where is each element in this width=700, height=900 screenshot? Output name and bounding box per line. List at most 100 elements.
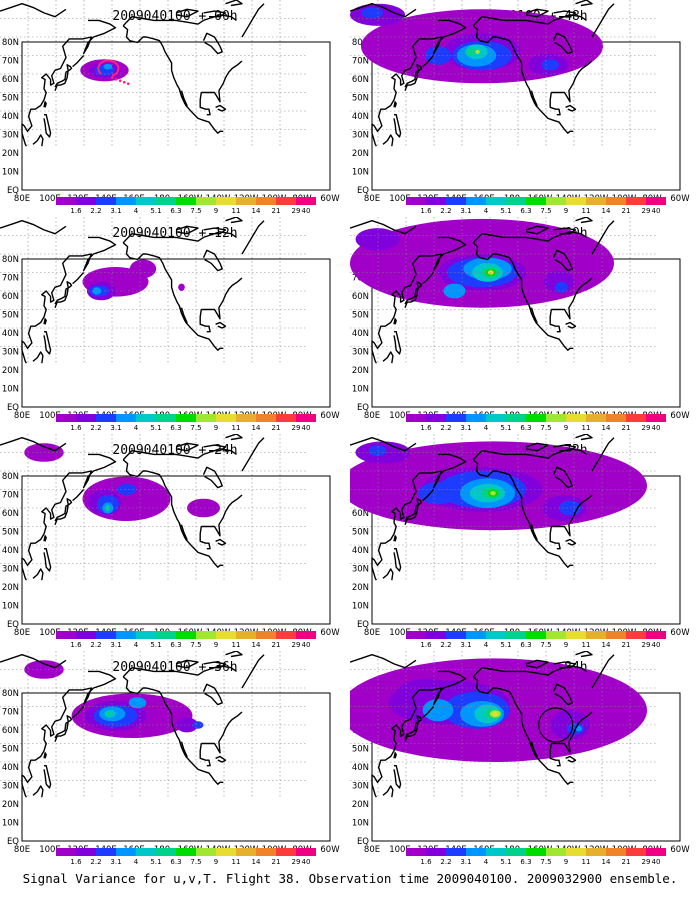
colorbar-label: 9 <box>214 641 218 649</box>
figure-caption: Signal Variance for u,v,T. Flight 38. Ob… <box>22 871 678 886</box>
variance-contour <box>465 48 477 56</box>
coastline <box>175 442 199 452</box>
lat-tick-label: 20N <box>2 366 19 376</box>
colorbar-swatch <box>526 848 546 856</box>
colorbar-swatch <box>156 631 176 639</box>
coastline <box>122 25 224 134</box>
colorbar-swatch <box>446 197 466 205</box>
flight-track <box>97 59 120 77</box>
lon-tick-label: 80E <box>364 628 380 638</box>
colorbar-label: 21 <box>272 207 281 215</box>
colorbar-label: 2.2 <box>440 207 451 215</box>
colorbar-swatch <box>176 197 196 205</box>
colorbar-swatch <box>526 631 546 639</box>
coastline <box>549 526 561 550</box>
colorbar-label: 1.6 <box>70 207 82 215</box>
colorbar-swatch <box>506 197 526 205</box>
variance-contour <box>116 484 137 495</box>
lon-tick-label: 60W <box>670 411 690 421</box>
variance-contour <box>541 59 559 71</box>
lat-tick-label: 50N <box>352 311 369 321</box>
variance-contour <box>361 7 383 19</box>
lat-tick-label: 60N <box>2 509 19 519</box>
coastline <box>382 351 394 364</box>
colorbar-label: 14 <box>252 424 261 432</box>
coastline <box>382 568 394 581</box>
coastline <box>21 670 117 798</box>
coastline <box>404 715 423 742</box>
coastline <box>553 661 577 669</box>
coastline <box>552 466 573 489</box>
colorbar-label: 29 <box>642 424 651 432</box>
lat-tick-label: 60N <box>2 75 19 85</box>
map-panel: 2009040100 + 84h80N70N60N50N40N30N20N10N… <box>350 651 700 868</box>
coastline <box>203 444 227 452</box>
colorbar-swatch <box>406 848 426 856</box>
colorbar-swatch <box>566 197 586 205</box>
coastline <box>549 309 561 333</box>
lat-tick-label: 40N <box>2 112 19 122</box>
colorbar-swatch <box>646 631 666 639</box>
colorbar-swatch <box>506 414 526 422</box>
colorbar-label: 4 <box>134 858 139 866</box>
colorbar-label: 7.5 <box>540 858 551 866</box>
coastline <box>422 272 435 285</box>
colorbar-label: 6.3 <box>520 424 531 432</box>
coastline <box>32 351 44 364</box>
lat-tick-label: 70N <box>2 57 19 67</box>
variance-contour <box>129 259 157 279</box>
lat-tick-label: 80N <box>2 38 19 48</box>
colorbar-swatch <box>76 848 96 856</box>
colorbar-swatch <box>486 631 506 639</box>
coastline <box>393 114 402 138</box>
colorbar-swatch <box>406 197 426 205</box>
colorbar-label: 3.1 <box>110 207 121 215</box>
map-svg: 80N70N60N50N40N30N20N10NEQ80E100E120E140… <box>350 0 690 215</box>
coastline <box>472 665 587 678</box>
variance-contour <box>490 491 496 496</box>
colorbar-swatch <box>136 848 156 856</box>
colorbar-swatch <box>76 197 96 205</box>
lat-tick-label: 30N <box>352 131 369 141</box>
map-frame <box>21 258 331 408</box>
flight-track-point <box>122 80 126 84</box>
map-frame <box>21 475 331 625</box>
colorbar-label: 11 <box>232 424 241 432</box>
colorbar-label: 21 <box>622 424 631 432</box>
map-panel: 2009040100 + 72h80N70N60N50N40N30N20N10N… <box>350 434 700 651</box>
colorbar-label: 4 <box>134 641 139 649</box>
colorbar-swatch <box>96 414 116 422</box>
coastline <box>551 277 593 320</box>
lat-tick-label: 40N <box>2 329 19 339</box>
colorbar-swatch <box>76 414 96 422</box>
colorbar-label: 21 <box>622 858 631 866</box>
lat-tick-label: 20N <box>2 800 19 810</box>
colorbar-swatch <box>446 848 466 856</box>
colorbar-label: 4 <box>484 858 489 866</box>
coastline <box>525 659 549 669</box>
coastline <box>241 220 265 255</box>
lon-tick-label: 100E <box>389 411 411 421</box>
coastline <box>350 654 417 669</box>
colorbar-label: 21 <box>272 641 281 649</box>
colorbar-swatch <box>586 848 606 856</box>
colorbar-swatch <box>56 848 76 856</box>
coastline <box>215 755 227 763</box>
coastline <box>241 437 265 472</box>
colorbar-label: 5.1 <box>500 424 511 432</box>
colorbar-swatch <box>466 631 486 639</box>
colorbar-label: 3.1 <box>110 858 121 866</box>
coastline <box>43 331 52 355</box>
colorbar-swatch <box>646 848 666 856</box>
lat-tick-label: 40N <box>2 763 19 773</box>
coastline <box>591 437 615 472</box>
colorbar-label: 11 <box>582 424 591 432</box>
colorbar-label: 9 <box>214 207 218 215</box>
lat-tick-label: 30N <box>352 782 369 792</box>
colorbar-swatch <box>196 631 216 639</box>
colorbar-swatch <box>96 631 116 639</box>
coastline <box>591 220 615 255</box>
colorbar-label: 2.2 <box>90 424 101 432</box>
coastline <box>393 548 402 572</box>
colorbar-label: 9 <box>564 207 568 215</box>
